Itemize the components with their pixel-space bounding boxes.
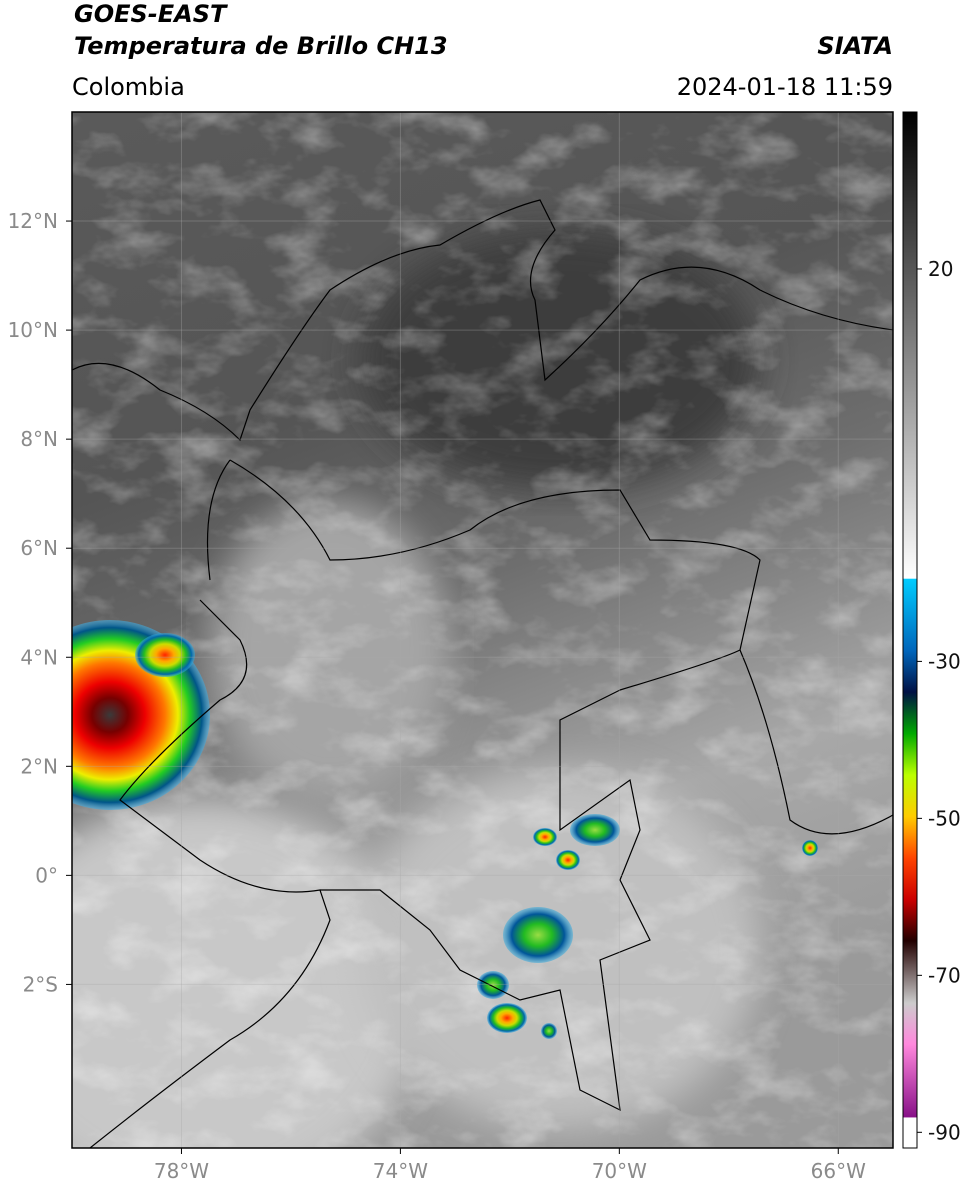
colorbar-label: 20 <box>928 257 953 281</box>
x-tick-label: 70°W <box>592 1159 647 1183</box>
title: GOES-EAST <box>74 0 228 28</box>
datetime: 2024-01-18 11:59 <box>677 73 893 101</box>
y-tick-label: 8°N <box>20 427 58 451</box>
y-tick-label: 0° <box>35 863 58 887</box>
x-tick-label: 74°W <box>373 1159 428 1183</box>
subtitle: Temperatura de Brillo CH13 <box>74 32 448 60</box>
source: SIATA <box>817 32 893 60</box>
x-tick-label: 78°W <box>154 1159 209 1183</box>
colorbar-label: -30 <box>928 649 961 673</box>
region: Colombia <box>72 73 185 101</box>
colorbar-label: -50 <box>928 806 961 830</box>
y-tick-label: 12°N <box>8 209 58 233</box>
satellite-image <box>72 112 893 1148</box>
y-tick-label: 2°S <box>23 972 58 996</box>
map-frame <box>71 111 894 1149</box>
y-tick-label: 2°N <box>20 754 58 778</box>
colorbar-label: -90 <box>928 1120 961 1144</box>
y-tick-label: 10°N <box>8 318 58 342</box>
colorbar-label: -70 <box>928 963 961 987</box>
y-tick-label: 4°N <box>20 645 58 669</box>
y-tick-label: 6°N <box>20 536 58 560</box>
x-tick-label: 66°W <box>811 1159 866 1183</box>
colorbar <box>902 111 918 1149</box>
